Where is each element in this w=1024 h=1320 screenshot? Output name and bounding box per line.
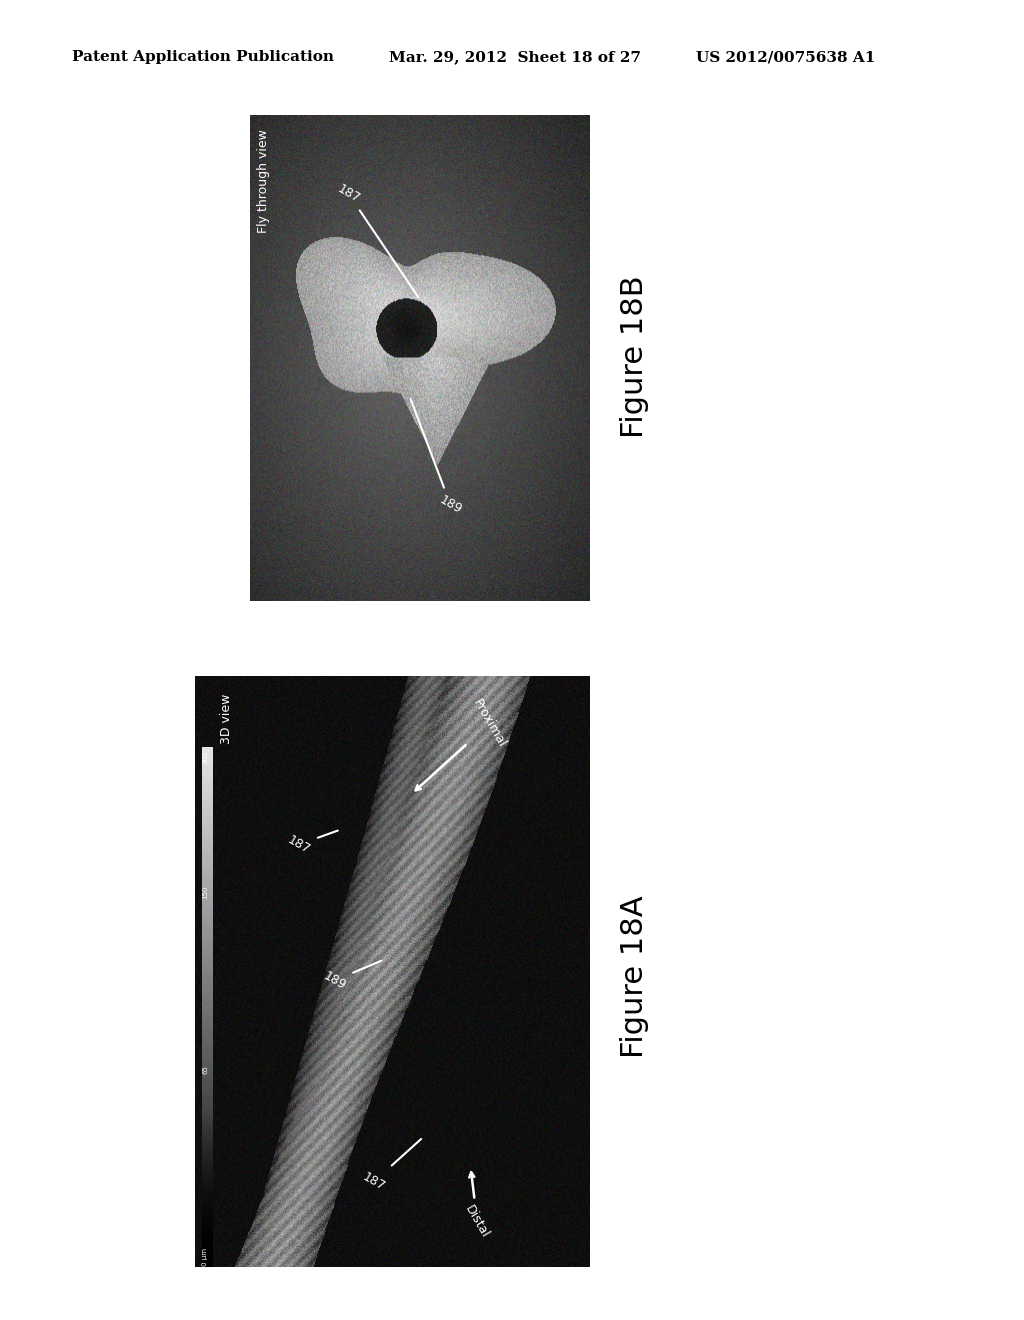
Text: Mar. 29, 2012  Sheet 18 of 27: Mar. 29, 2012 Sheet 18 of 27 bbox=[389, 50, 641, 65]
Text: 187: 187 bbox=[335, 182, 418, 297]
Text: Patent Application Publication: Patent Application Publication bbox=[72, 50, 334, 65]
Text: Fly through view: Fly through view bbox=[257, 129, 270, 234]
Text: 300: 300 bbox=[202, 751, 208, 764]
Text: Distal: Distal bbox=[463, 1172, 492, 1241]
Text: 0 μm: 0 μm bbox=[202, 1247, 208, 1266]
Text: 150: 150 bbox=[202, 886, 208, 899]
Text: 3D view: 3D view bbox=[219, 693, 232, 744]
Text: 65: 65 bbox=[202, 1065, 208, 1074]
Text: 187: 187 bbox=[360, 1139, 421, 1193]
Text: 189: 189 bbox=[411, 399, 464, 516]
Text: Figure 18B: Figure 18B bbox=[621, 275, 649, 438]
Text: 187: 187 bbox=[286, 830, 338, 857]
Text: Proximal: Proximal bbox=[416, 697, 509, 791]
Text: US 2012/0075638 A1: US 2012/0075638 A1 bbox=[696, 50, 876, 65]
Text: 189: 189 bbox=[321, 961, 381, 993]
Text: Figure 18A: Figure 18A bbox=[621, 895, 649, 1059]
